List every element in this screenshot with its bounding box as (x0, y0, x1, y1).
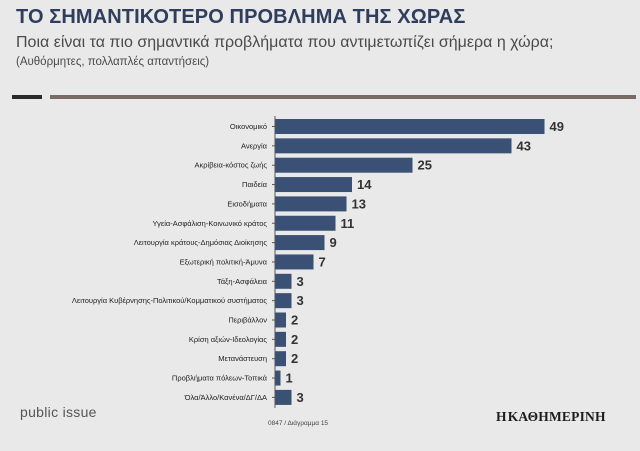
bar (275, 235, 325, 251)
category-label: Μετανάστευση (218, 354, 267, 363)
value-label: 9 (330, 235, 337, 250)
category-label: Οικονομικό (230, 122, 267, 131)
category-label: Λειτουργία κράτους-Δημόσιας Διοίκησης (134, 238, 268, 247)
category-label: Περιβάλλον (228, 316, 267, 325)
value-label: 2 (291, 351, 298, 366)
kathimerini-name: ΚΑΘΗΜΕΡΙΝΗ (507, 409, 606, 424)
value-label: 3 (297, 293, 304, 308)
category-label: Υγεία-Ασφάλιση-Κοινωνικό κράτος (153, 219, 268, 228)
bar (275, 312, 286, 328)
value-label: 43 (517, 138, 531, 153)
category-label: Ανεργία (241, 141, 268, 150)
bar (275, 119, 545, 134)
value-label: 7 (319, 254, 326, 269)
kathimerini-logo: ΗΚΑΘΗΜΕΡΙΝΗ (496, 409, 606, 425)
value-label: 25 (418, 158, 432, 173)
chart-note: (Αυθόρμητες, πολλαπλές απαντήσεις) (16, 56, 210, 68)
bar (275, 370, 281, 386)
chart-subtitle: Ποια είναι τα πιο σημαντικά προβλήματα π… (16, 34, 554, 51)
category-label: Εξωτερική πολιτική-Άμυνα (180, 257, 268, 266)
category-label: Ακρίβεια-κόστος ζωής (195, 161, 268, 170)
public-issue-logo: public issue (20, 404, 97, 420)
category-label: Όλα/Άλλο/Κανένα/ΔΓ/ΔΑ (184, 393, 267, 402)
value-label: 3 (297, 390, 304, 405)
value-label: 49 (550, 119, 564, 134)
category-label: Προβλήματα πόλεων-Τοπικά (172, 374, 268, 383)
category-label: Λειτουργία Κυβέρνησης-Πολιτικού/Κομματικ… (72, 296, 267, 305)
category-label: Τάξη-Ασφάλεια (217, 277, 268, 286)
value-label: 3 (297, 274, 304, 289)
chart-title: ΤΟ ΣΗΜΑΝΤΙΚΟΤΕΡΟ ΠΡΟΒΛΗΜΑ ΤΗΣ ΧΩΡΑΣ (16, 6, 466, 28)
value-label: 14 (357, 177, 372, 192)
value-label: 2 (291, 313, 298, 328)
bar (275, 351, 286, 367)
category-label: Εισοδήματα (227, 199, 267, 208)
bar (275, 273, 292, 289)
category-label: Παιδεία (242, 180, 268, 189)
value-label: 11 (341, 216, 355, 231)
value-label: 1 (286, 371, 293, 386)
kathimerini-mark: Η (496, 409, 507, 424)
category-label: Κρίση αξιών-Ιδεολογίας (189, 335, 267, 344)
bar (275, 138, 512, 154)
bar (275, 196, 347, 212)
bar (275, 157, 413, 173)
bar (275, 389, 292, 405)
bar (275, 177, 352, 193)
bar (275, 293, 292, 309)
bar (275, 254, 314, 270)
bar (275, 215, 336, 231)
chart-footnote: 0847 / Διάγραμμα 15 (268, 420, 329, 427)
value-label: 13 (352, 196, 366, 211)
value-label: 2 (291, 332, 298, 347)
header-rule-brown (50, 95, 636, 99)
header-rule-dark (12, 95, 42, 99)
bar (275, 331, 286, 347)
